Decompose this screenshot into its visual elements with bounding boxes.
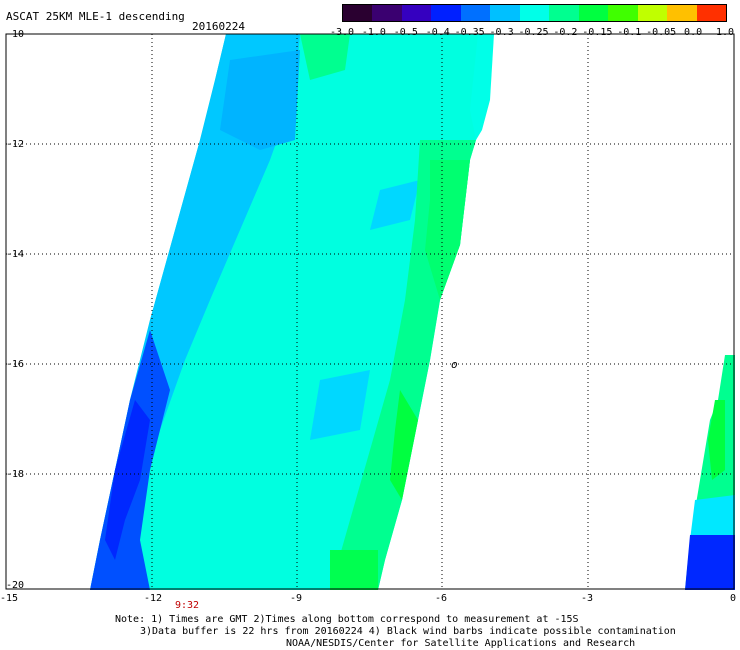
colorbar-swatch <box>578 5 609 21</box>
lon-tick-label: -6 <box>435 593 447 604</box>
colorbar-swatch <box>608 5 638 21</box>
note-line-3: NOAA/NESDIS/Center for Satellite Applica… <box>286 638 636 649</box>
colorbar-label: -0.25 <box>518 27 549 38</box>
colorbar-label: -0.1 <box>617 27 642 38</box>
note-line-1: Note: 1) Times are GMT 2)Times along bot… <box>115 614 579 625</box>
colorbar-swatch <box>549 5 579 21</box>
map-date: 20160224 <box>192 20 245 33</box>
colorbar-label: -0.2 <box>553 27 578 38</box>
lat-tick-label: -20 <box>6 580 24 591</box>
colorbar-swatch <box>667 5 697 21</box>
lon-tick-label: -12 <box>144 593 162 604</box>
colorbar-swatch <box>519 5 550 21</box>
colorbar-swatch <box>696 5 727 21</box>
colorbar-swatch <box>401 5 432 21</box>
lat-tick-label: -16 <box>6 359 24 370</box>
lat-tick-labels: -10 -12 -14 -16 -18 -20 <box>6 29 24 591</box>
colorbar-swatch <box>490 5 520 21</box>
colorbar-swatch <box>460 5 491 21</box>
lat-tick-label: -18 <box>6 469 24 480</box>
lat-tick-label: -10 <box>6 29 24 40</box>
main-swath <box>90 34 494 590</box>
colorbar-swatch <box>431 5 461 21</box>
lon-tick-labels: -15 -12 -9 -6 -3 0 <box>0 593 736 604</box>
colorbar-label: -0.4 <box>425 27 450 38</box>
colorbar-swatch <box>343 5 373 21</box>
colorbar-label: -0.3 <box>489 27 514 38</box>
colorbar <box>342 4 727 22</box>
lon-tick-label: -15 <box>0 593 18 604</box>
colorbar-label: -1.0 <box>361 27 386 38</box>
timestamp-label: 9:32 <box>175 600 200 611</box>
colorbar-label: -0.35 <box>454 27 485 38</box>
colorbar-swatch <box>637 5 668 21</box>
map-title: ASCAT 25KM MLE-1 descending <box>6 10 185 23</box>
map-frame <box>5 33 735 590</box>
colorbar-label: 1.0 <box>715 27 735 38</box>
colorbar-label: 0.0 <box>684 27 703 38</box>
colorbar-label: -0.05 <box>646 27 677 38</box>
note-line-2: 3)Data buffer is 22 hrs from 20160224 4)… <box>140 626 676 637</box>
right-swath <box>685 355 735 590</box>
lon-tick-label: -9 <box>290 593 302 604</box>
lat-tick-label: -14 <box>6 249 24 260</box>
colorbar-label: -0.5 <box>393 27 418 38</box>
lat-tick-label: -12 <box>6 139 24 150</box>
colorbar-label: -3.0 <box>329 27 355 38</box>
colorbar-swatch <box>372 5 402 21</box>
map-marker: o <box>451 358 458 371</box>
lon-tick-label: 0 <box>730 593 736 604</box>
colorbar-label: -0.15 <box>582 27 613 38</box>
colorbar-labels: -3.0 -1.0 -0.5 -0.4 -0.35 -0.3 -0.25 -0.2 -0.15-… <box>330 27 735 39</box>
lon-tick-label: -3 <box>581 593 593 604</box>
